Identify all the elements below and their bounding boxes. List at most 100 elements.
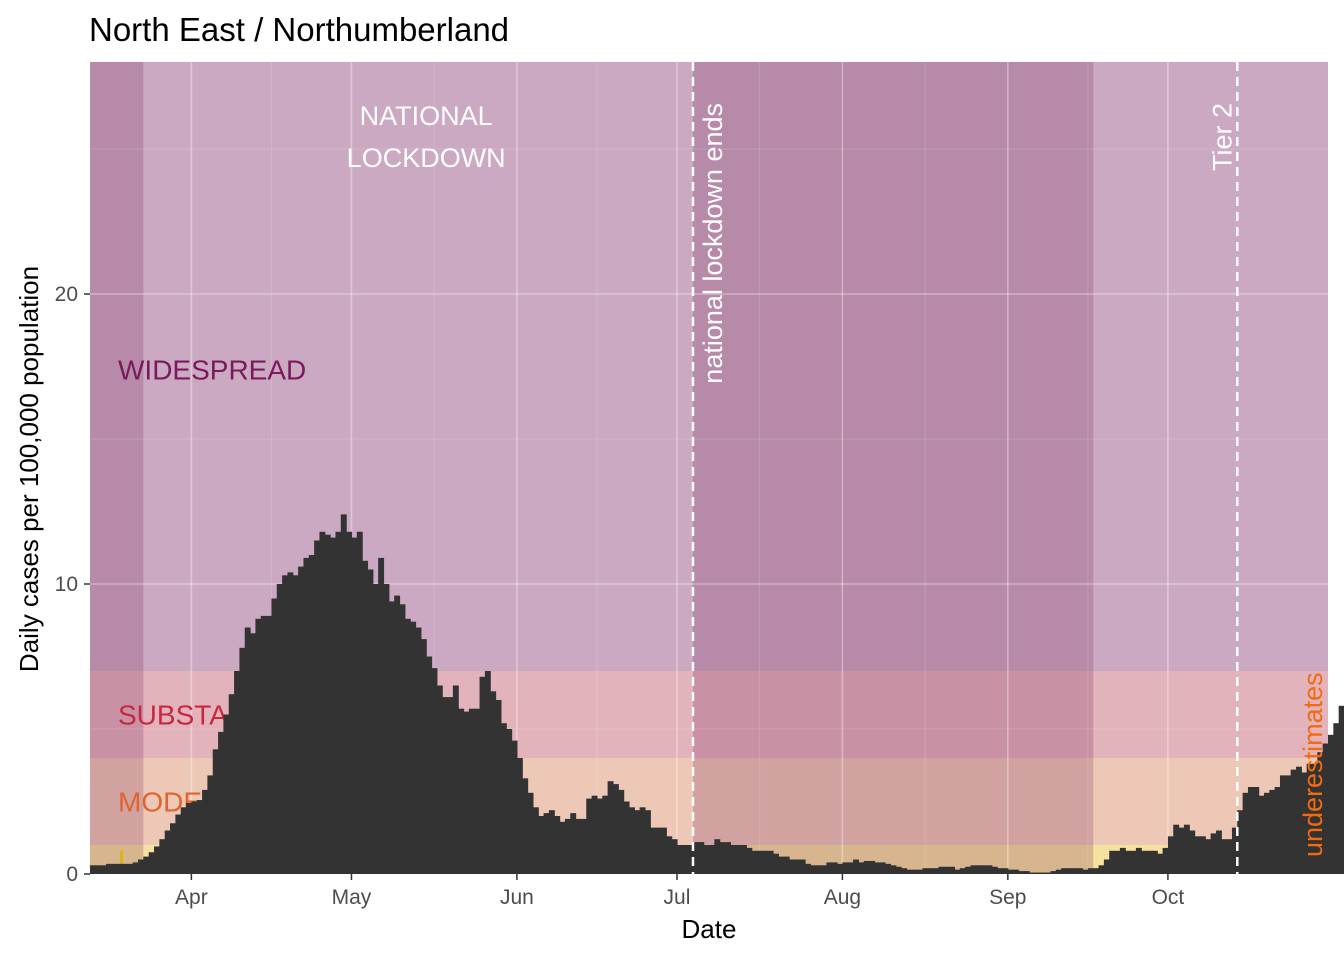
bar bbox=[1306, 763, 1313, 874]
bar bbox=[1301, 772, 1308, 874]
chart-title: North East / Northumberland bbox=[89, 11, 509, 48]
bar bbox=[591, 795, 598, 874]
bar bbox=[1199, 836, 1206, 874]
bar bbox=[1082, 869, 1089, 874]
bar bbox=[607, 781, 614, 874]
bar bbox=[1322, 743, 1329, 874]
bar bbox=[794, 859, 801, 874]
bar bbox=[479, 676, 486, 874]
x-axis-title: Date bbox=[682, 914, 737, 944]
bar bbox=[372, 584, 379, 874]
plot-area: LMODERATESUBSTANTIALWIDESPREADNATIONALLO… bbox=[55, 62, 1344, 909]
band-label-widespread: WIDESPREAD bbox=[118, 354, 306, 385]
bar bbox=[1231, 827, 1238, 874]
bar bbox=[346, 531, 353, 874]
bar bbox=[100, 865, 107, 874]
bar bbox=[319, 531, 326, 874]
bar bbox=[1237, 810, 1244, 874]
bar bbox=[1135, 847, 1142, 874]
bar bbox=[965, 866, 972, 874]
band-widespread bbox=[90, 62, 1328, 671]
bar bbox=[751, 850, 758, 874]
bar bbox=[1071, 868, 1078, 874]
bar bbox=[623, 801, 630, 874]
bar bbox=[1215, 830, 1222, 874]
bar bbox=[1119, 847, 1126, 874]
bar bbox=[202, 789, 208, 874]
shaded-period-1 bbox=[90, 62, 144, 874]
bar bbox=[986, 865, 993, 874]
bar bbox=[831, 862, 838, 874]
bar bbox=[522, 778, 529, 874]
bar bbox=[719, 842, 726, 874]
bar bbox=[698, 842, 705, 874]
bar bbox=[757, 850, 763, 874]
bar bbox=[218, 731, 225, 874]
bar bbox=[340, 514, 347, 874]
bar bbox=[863, 860, 870, 874]
bar bbox=[927, 868, 934, 874]
bar bbox=[1013, 869, 1020, 874]
bar bbox=[1333, 723, 1340, 874]
bar bbox=[1263, 792, 1270, 874]
bar bbox=[874, 862, 881, 874]
bar bbox=[1242, 792, 1249, 874]
bar bbox=[548, 810, 555, 874]
bar bbox=[506, 729, 513, 874]
bar bbox=[1151, 850, 1158, 874]
bar bbox=[922, 868, 929, 874]
bar bbox=[1130, 850, 1137, 874]
bar bbox=[490, 691, 497, 874]
bar bbox=[250, 633, 257, 874]
bar bbox=[660, 827, 667, 874]
x-tick-label: Aug bbox=[824, 886, 861, 909]
bar bbox=[1285, 775, 1292, 874]
bar bbox=[111, 863, 118, 874]
bar bbox=[1226, 839, 1233, 874]
bar bbox=[511, 740, 518, 874]
bar bbox=[196, 800, 203, 874]
bar bbox=[116, 863, 123, 874]
bar bbox=[404, 618, 411, 874]
bar bbox=[869, 860, 876, 874]
bar bbox=[981, 865, 988, 874]
bar bbox=[532, 807, 539, 874]
annotation-lockdown-ends: national lockdown ends bbox=[698, 103, 728, 384]
bar bbox=[815, 865, 822, 874]
bar bbox=[276, 584, 283, 874]
bar bbox=[410, 621, 417, 874]
bar bbox=[1029, 872, 1036, 874]
bar bbox=[890, 865, 897, 874]
bar bbox=[911, 869, 918, 874]
bar bbox=[458, 708, 465, 874]
bar bbox=[1157, 853, 1164, 874]
annotation-underestimates: underestimates bbox=[1298, 672, 1328, 857]
bar bbox=[1109, 850, 1116, 874]
bar bbox=[1018, 871, 1025, 874]
bar bbox=[1146, 850, 1153, 874]
bar bbox=[170, 823, 176, 874]
y-tick-label: 10 bbox=[55, 573, 78, 596]
bar bbox=[1183, 824, 1190, 874]
bar bbox=[106, 863, 112, 874]
bar bbox=[618, 789, 625, 874]
bar bbox=[826, 862, 833, 874]
bar bbox=[650, 827, 657, 874]
bar bbox=[1023, 871, 1030, 874]
bar bbox=[1066, 868, 1073, 874]
bar bbox=[570, 813, 577, 874]
bar bbox=[234, 671, 241, 874]
bar bbox=[596, 798, 603, 874]
bar bbox=[644, 810, 651, 874]
bar bbox=[1194, 836, 1201, 874]
bar bbox=[842, 862, 849, 874]
bar bbox=[789, 859, 795, 874]
bar bbox=[709, 845, 715, 874]
bar bbox=[271, 598, 278, 874]
bar bbox=[821, 865, 827, 874]
bar bbox=[1007, 869, 1014, 874]
bar bbox=[885, 863, 892, 874]
bar bbox=[730, 845, 737, 874]
bar bbox=[703, 845, 710, 874]
bar bbox=[933, 868, 940, 874]
